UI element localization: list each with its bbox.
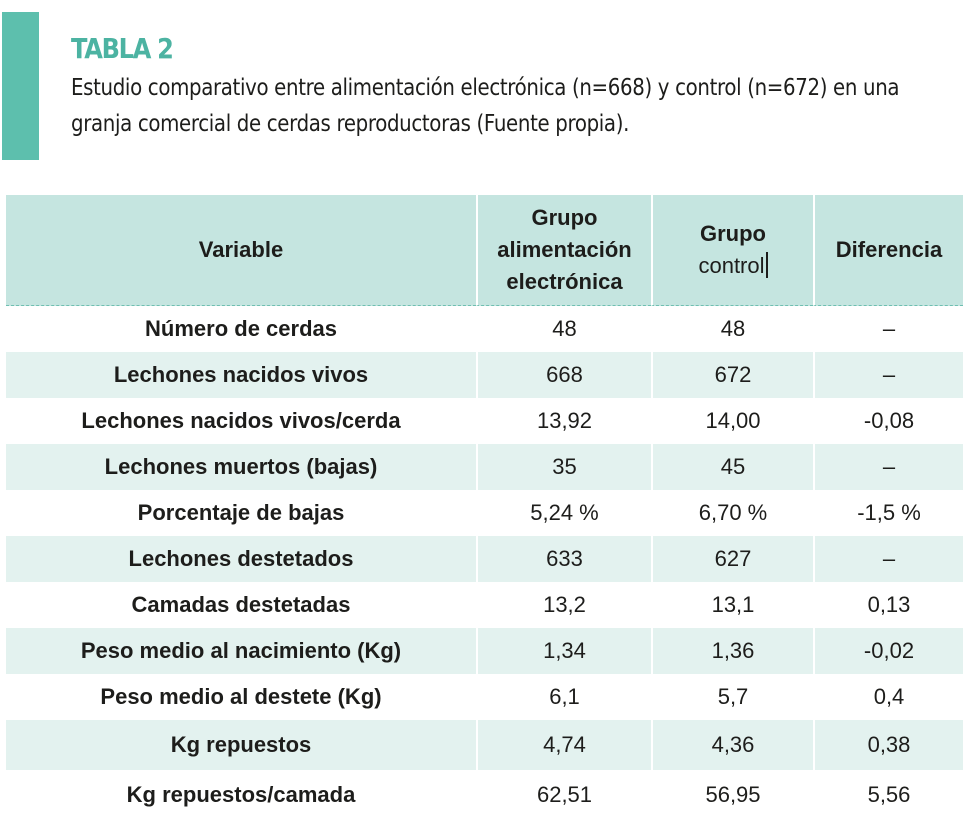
cell-variable: Lechones nacidos vivos/cerda <box>6 398 476 444</box>
cell-group-control: 627 <box>651 536 813 582</box>
table-row: Peso medio al destete (Kg) 6,1 5,7 0,4 <box>6 674 963 720</box>
header-group-control-line-2: control <box>698 253 765 278</box>
cell-group-control: 45 <box>651 444 813 490</box>
table-row: Lechones nacidos vivos 668 672 – <box>6 352 963 398</box>
accent-bar <box>2 12 39 160</box>
text-cursor <box>765 252 768 278</box>
cell-group-control: 672 <box>651 352 813 398</box>
cell-group-control: 56,95 <box>651 770 813 820</box>
cell-variable: Lechones muertos (bajas) <box>6 444 476 490</box>
cell-difference: 0,38 <box>813 720 963 770</box>
cell-group-control: 5,7 <box>651 674 813 720</box>
cell-group-control: 14,00 <box>651 398 813 444</box>
cell-group-electronic: 6,1 <box>476 674 651 720</box>
table-row: Peso medio al nacimiento (Kg) 1,34 1,36 … <box>6 628 963 674</box>
table-row: Camadas destetadas 13,2 13,1 0,13 <box>6 582 963 628</box>
cell-variable: Peso medio al destete (Kg) <box>6 674 476 720</box>
cell-difference: 0,4 <box>813 674 963 720</box>
header-variable: Variable <box>6 195 476 306</box>
caption-line-2: granja comercial de cerdas reproductoras… <box>71 111 630 137</box>
cell-group-electronic: 5,24 % <box>476 490 651 536</box>
cell-group-electronic: 48 <box>476 306 651 352</box>
cell-group-electronic: 13,2 <box>476 582 651 628</box>
cell-group-electronic: 62,51 <box>476 770 651 820</box>
cell-difference: -1,5 % <box>813 490 963 536</box>
cell-variable: Camadas destetadas <box>6 582 476 628</box>
cell-group-control: 6,70 % <box>651 490 813 536</box>
cell-difference: – <box>813 306 963 352</box>
header-group-control: Grupo control <box>651 195 813 306</box>
cell-difference: 0,13 <box>813 582 963 628</box>
cell-group-electronic: 35 <box>476 444 651 490</box>
table-title: TABLA 2 <box>71 32 174 65</box>
header-difference: Diferencia <box>813 195 963 306</box>
cell-variable: Peso medio al nacimiento (Kg) <box>6 628 476 674</box>
header-group-electronic-line-2: alimentación <box>497 237 632 262</box>
cell-variable: Lechones nacidos vivos <box>6 352 476 398</box>
header-row: Variable Grupo alimentación electrónica … <box>6 195 963 306</box>
cell-group-control: 4,36 <box>651 720 813 770</box>
table-row: Porcentaje de bajas 5,24 % 6,70 % -1,5 % <box>6 490 963 536</box>
cell-group-electronic: 13,92 <box>476 398 651 444</box>
caption-line-1: Estudio comparativo entre alimentación e… <box>71 75 900 101</box>
cell-group-control: 1,36 <box>651 628 813 674</box>
cell-difference: 5,56 <box>813 770 963 820</box>
cell-group-control: 48 <box>651 306 813 352</box>
table-row: Lechones destetados 633 627 – <box>6 536 963 582</box>
table-caption: Estudio comparativo entre alimentación e… <box>71 70 900 142</box>
table-row: Lechones nacidos vivos/cerda 13,92 14,00… <box>6 398 963 444</box>
cell-variable: Lechones destetados <box>6 536 476 582</box>
cell-variable: Porcentaje de bajas <box>6 490 476 536</box>
cell-group-electronic: 1,34 <box>476 628 651 674</box>
header-group-electronic-line-3: electrónica <box>506 269 623 294</box>
cell-group-control: 13,1 <box>651 582 813 628</box>
cell-difference: -0,02 <box>813 628 963 674</box>
header-group-control-line-1: Grupo <box>700 221 766 246</box>
comparison-table: Variable Grupo alimentación electrónica … <box>6 195 963 820</box>
table-row: Kg repuestos 4,74 4,36 0,38 <box>6 720 963 770</box>
cell-difference: – <box>813 536 963 582</box>
header-group-electronic-line-1: Grupo <box>531 205 598 230</box>
cell-group-electronic: 4,74 <box>476 720 651 770</box>
table-row: Kg repuestos/camada 62,51 56,95 5,56 <box>6 770 963 820</box>
cell-difference: – <box>813 444 963 490</box>
cell-group-electronic: 633 <box>476 536 651 582</box>
cell-variable: Número de cerdas <box>6 306 476 352</box>
cell-group-electronic: 668 <box>476 352 651 398</box>
cell-variable: Kg repuestos/camada <box>6 770 476 820</box>
cell-difference: – <box>813 352 963 398</box>
table-row: Lechones muertos (bajas) 35 45 – <box>6 444 963 490</box>
table-row: Número de cerdas 48 48 – <box>6 306 963 352</box>
header-group-electronic: Grupo alimentación electrónica <box>476 195 651 306</box>
cell-difference: -0,08 <box>813 398 963 444</box>
cell-variable: Kg repuestos <box>6 720 476 770</box>
